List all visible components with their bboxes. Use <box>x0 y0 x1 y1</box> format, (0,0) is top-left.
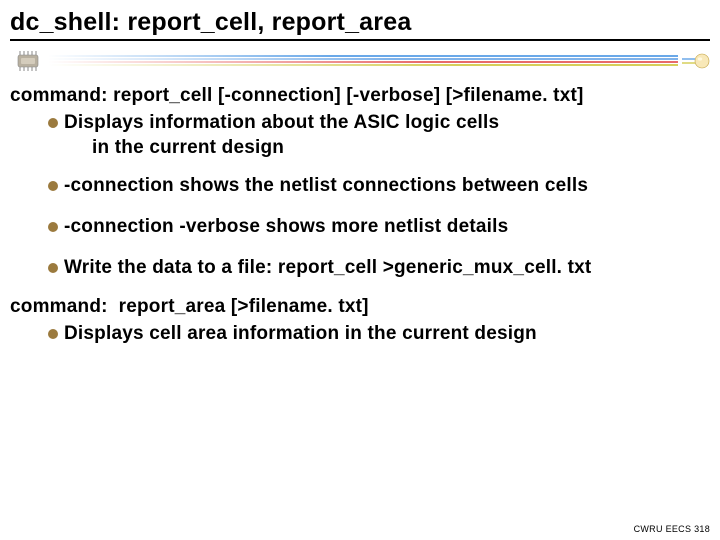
ball-icon <box>682 53 710 69</box>
bullet-text: Displays information about the ASIC logi… <box>64 111 499 160</box>
list-item: Write the data to a file: report_cell >g… <box>10 256 710 281</box>
bullet-line: in the current design <box>64 136 499 161</box>
bullet-icon <box>48 118 58 128</box>
command-1-syntax: report_cell [-connection] [-verbose] [>f… <box>113 85 583 106</box>
gradient-bars <box>48 55 678 67</box>
chip-icon <box>10 47 46 75</box>
list-item: -connection -verbose shows more netlist … <box>10 215 710 240</box>
command-1-bullets: Displays information about the ASIC logi… <box>10 111 710 280</box>
bullet-icon <box>48 181 58 191</box>
bullet-text: Write the data to a file: report_cell >g… <box>64 256 591 281</box>
command-2-syntax: report_area [>filename. txt] <box>119 296 369 317</box>
bullet-text: -connection -verbose shows more netlist … <box>64 215 508 240</box>
command-1-line: command: report_cell [-connection] [-ver… <box>10 85 710 107</box>
command-2-line: command: report_area [>filename. txt] <box>10 296 710 318</box>
footer-text: CWRU EECS 318 <box>634 524 710 534</box>
list-item: Displays cell area information in the cu… <box>10 322 710 347</box>
bullet-icon <box>48 263 58 273</box>
list-item: -connection shows the netlist connection… <box>10 174 710 199</box>
command-2-label: command: <box>10 296 108 317</box>
bullet-text: Displays cell area information in the cu… <box>64 322 537 347</box>
page-title: dc_shell: report_cell, report_area <box>10 8 710 37</box>
bullet-icon <box>48 222 58 232</box>
decorative-divider <box>10 47 710 75</box>
list-item: Displays information about the ASIC logi… <box>10 111 710 160</box>
bullet-icon <box>48 329 58 339</box>
slide: dc_shell: report_cell, report_area comma… <box>0 0 720 540</box>
command-1-label: command: <box>10 85 108 106</box>
command-2-bullets: Displays cell area information in the cu… <box>10 322 710 347</box>
bullet-text: -connection shows the netlist connection… <box>64 174 588 199</box>
title-underline <box>10 39 710 41</box>
bullet-line: Displays information about the ASIC logi… <box>64 112 499 133</box>
